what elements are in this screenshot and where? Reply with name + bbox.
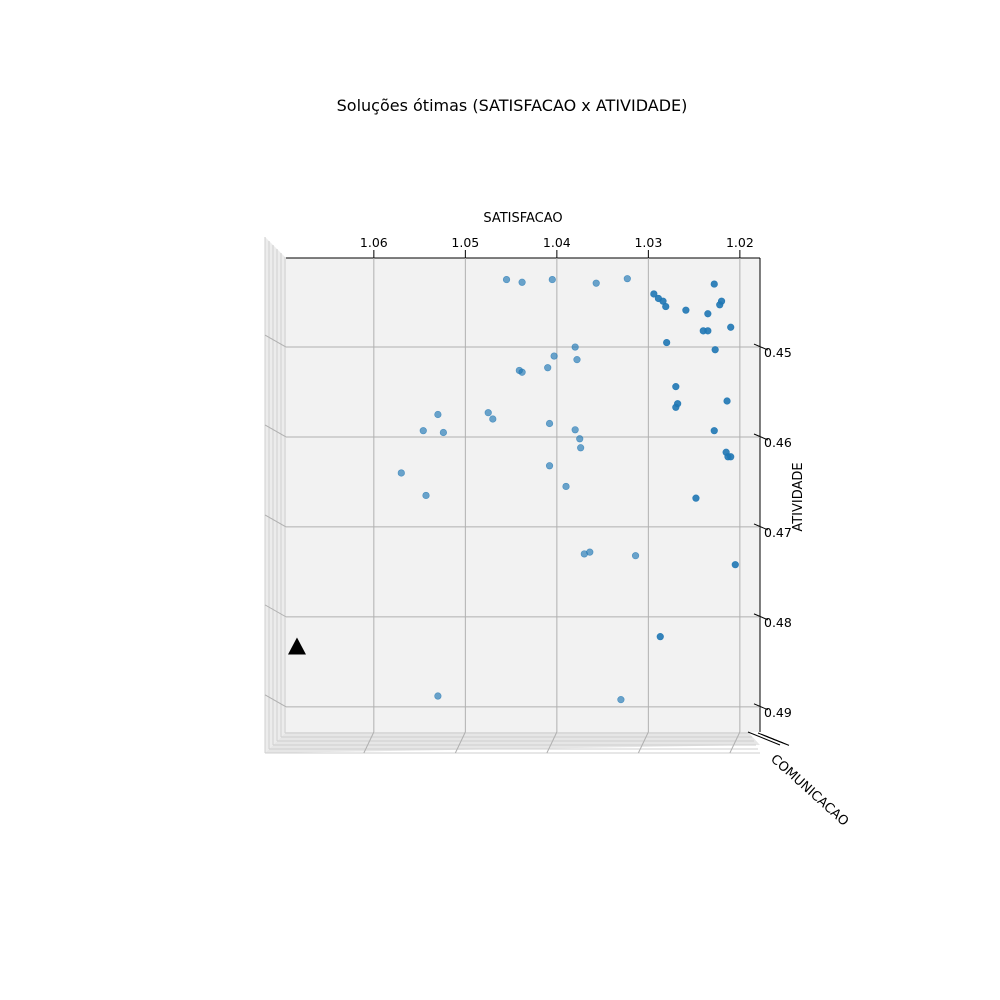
scatter-point [562,482,570,491]
scatter-point [731,561,739,569]
x-tick-label: 1.04 [543,235,571,250]
scatter-point [617,696,625,704]
x-gridline [363,731,375,754]
chart-title: Soluções ótimas (SATISFACAO x ATIVIDADE) [337,96,688,115]
scatter-point [672,403,680,411]
axis-ticks: 1.06 1.05 1.04 1.03 1.02 0.45 0.46 0.47 0.48 0.49 [360,235,792,746]
data-points [287,275,739,704]
y-tick-label: 0.46 [764,435,792,450]
back-pane [286,258,760,732]
gridlines [264,258,760,754]
y-gridline [264,604,287,618]
y-tick [753,433,769,441]
x-tick-label: 1.03 [634,235,662,250]
scatter-point [592,279,600,287]
left-pane [265,237,286,753]
scatter-point [710,427,718,435]
y-gridline [264,694,287,708]
y-tick [753,703,769,711]
scatter-point [434,692,442,700]
y-tick [753,343,769,351]
scatter-point [434,410,442,419]
scatter-point [662,302,670,311]
scatter-point [489,415,497,423]
y-gridline [264,334,287,348]
z-axis-line [747,731,781,746]
scatter-point [717,297,726,305]
x-tick-label: 1.02 [726,235,754,250]
scatter-point [419,427,427,435]
scatter-point [711,346,719,354]
scatter-point [656,633,664,641]
scatter-point [545,419,554,428]
scatter-point [650,290,658,298]
scatter-point [502,275,511,284]
scatter-point [682,306,690,314]
scatter-point [623,275,631,283]
scatter-point [692,494,700,502]
z-tick [778,740,790,746]
scatter-point [484,409,492,417]
scatter-point [576,435,584,443]
scatter-point [663,338,671,347]
scatter-point [550,352,558,360]
scatter-point [577,444,585,452]
scatter-point [571,426,579,434]
scatter-point [548,275,556,284]
y-gridline [264,424,287,438]
x-gridline [546,731,558,754]
x-axis-label: SATISFACAO [483,211,562,226]
scatter-point [727,453,735,461]
y-tick-label: 0.45 [764,345,792,360]
scatter-point [573,356,581,364]
z-axis-label: COMUNICACAO [767,752,851,830]
scatter-point [710,280,718,288]
x-tick-label: 1.06 [360,235,388,250]
scatter-point [518,368,526,376]
triangle-marker [287,637,306,655]
y-gridline [264,514,287,528]
scatter-point [672,383,680,391]
y-tick [753,523,769,531]
scatter-point [422,491,430,500]
x-tick-label: 1.05 [451,235,479,250]
y-tick-label: 0.49 [764,705,792,720]
y-tick [753,613,769,621]
scatter-point [704,327,712,335]
scatter-point [397,469,405,477]
y-axis-label: ATIVIDADE [791,462,806,531]
bottom-pane [265,732,760,753]
scatter-point [727,323,735,331]
scatter-point [544,364,552,372]
y-tick-label: 0.47 [764,525,792,540]
scatter-point [518,278,526,286]
axis-panes [264,237,781,754]
scatter-point [704,310,712,318]
scatter-point [586,548,594,556]
scatter-point [439,428,447,437]
scatter-point [631,552,640,560]
x-gridline [729,731,741,754]
x-gridline [454,731,466,754]
scatter-point [545,462,554,470]
y-tick-label: 0.48 [764,615,792,630]
scatter-point [723,397,731,405]
scatter-point [571,343,579,351]
x-gridline [637,731,649,754]
